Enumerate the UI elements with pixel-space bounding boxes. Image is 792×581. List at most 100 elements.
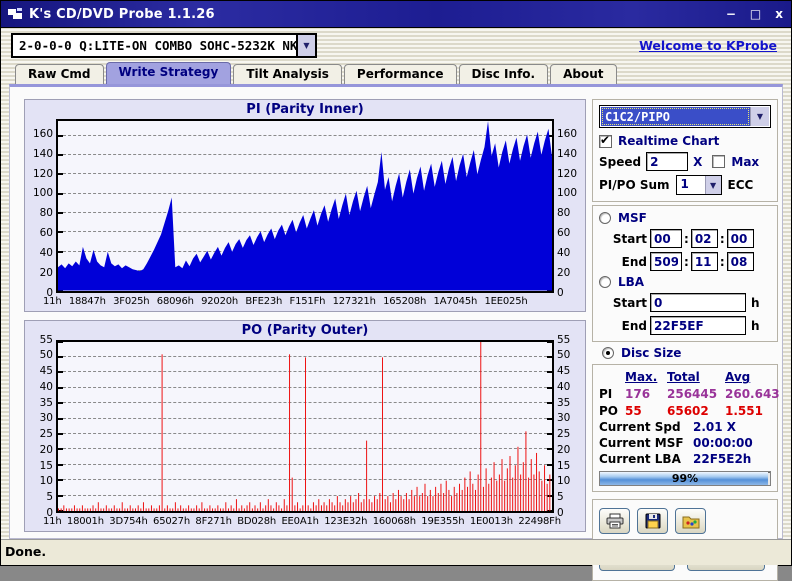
colon: : (720, 255, 725, 269)
print-button[interactable] (599, 508, 630, 534)
stats-group: Max. Total Avg PI 176 256445 260.643 PO … (592, 364, 778, 492)
y-tick-label: 20 (557, 267, 570, 279)
disc-size-radio[interactable] (602, 347, 614, 359)
lba-end-input[interactable] (650, 316, 746, 335)
msf-end-min[interactable] (650, 252, 682, 271)
drive-select-dropdown[interactable]: 2-0-0-0 Q:LITE-ON COMBO SOHC-5232K NK07 … (11, 33, 317, 58)
lba-label: LBA (618, 275, 644, 289)
po-y-axis-right: 0510152025303540455055 (554, 340, 581, 514)
x-tick-label: F151Fh (290, 296, 326, 307)
y-tick-label: 55 (40, 334, 53, 346)
range-group: MSF Start : : End : : (592, 205, 778, 342)
x-tick-label: EE0A1h (281, 516, 318, 527)
pi-avg-value: 260.643 (725, 387, 780, 401)
close-button[interactable]: x (775, 8, 783, 20)
y-tick-label: 25 (557, 428, 570, 440)
msf-end-sec[interactable] (691, 252, 718, 271)
speed-input[interactable] (646, 152, 688, 171)
tab-tilt-analysis[interactable]: Tilt Analysis (233, 64, 342, 84)
realtime-chart-checkbox[interactable] (599, 135, 612, 148)
y-tick-label: 15 (557, 460, 570, 472)
y-tick-label: 80 (40, 207, 53, 219)
pipo-sum-dropdown[interactable]: 1 ▼ (676, 175, 722, 195)
pi-plot-area (56, 119, 554, 293)
tab-performance[interactable]: Performance (344, 64, 457, 84)
x-tick-label: 65027h (153, 516, 190, 527)
stats-header-avg: Avg (725, 370, 780, 384)
po-row-label: PO (599, 404, 625, 418)
x-tick-label: 18847h (69, 296, 106, 307)
colon: : (684, 232, 689, 246)
progress-bar-text: 99% (600, 472, 770, 485)
po-total-value: 65602 (667, 404, 725, 418)
mode-dropdown[interactable]: C1C2/PIPO ▼ (599, 105, 771, 128)
write-strategy-page: PI (Parity Inner) 020406080100120140160 … (9, 84, 783, 539)
msf-radio[interactable] (599, 212, 611, 224)
msf-start-frame[interactable] (727, 229, 754, 248)
chevron-down-icon[interactable]: ▼ (750, 107, 769, 126)
msf-start-label: Start (611, 232, 647, 246)
y-tick-label: 20 (557, 444, 570, 456)
save-button[interactable] (637, 508, 668, 534)
tab-disc-info[interactable]: Disc Info. (459, 64, 549, 84)
x-tick-label: 1A7045h (434, 296, 478, 307)
chevron-down-icon[interactable]: ▼ (296, 35, 315, 56)
pi-series (58, 121, 552, 291)
msf-start-min[interactable] (650, 229, 682, 248)
x-tick-label: 165208h (383, 296, 426, 307)
pi-y-axis-left: 020406080100120140160 (29, 119, 56, 293)
snapshot-button[interactable] (675, 508, 706, 534)
current-spd-value: 2.01 X (693, 420, 771, 434)
tab-write-strategy[interactable]: Write Strategy (106, 62, 232, 84)
y-tick-label: 140 (557, 148, 577, 160)
progress-bar: 99% (599, 471, 771, 486)
y-tick-label: 50 (557, 349, 570, 361)
x-tick-label: 8F271h (195, 516, 231, 527)
minimize-button[interactable]: − (726, 8, 736, 20)
x-tick-label: 22498Fh (518, 516, 561, 527)
current-spd-label: Current Spd (599, 420, 693, 434)
pi-max-value: 176 (625, 387, 667, 401)
lba-radio[interactable] (599, 276, 611, 288)
lba-start-input[interactable] (650, 293, 746, 312)
x-tick-label: BFE23h (245, 296, 282, 307)
y-tick-label: 60 (557, 227, 570, 239)
realtime-chart-label: Realtime Chart (618, 134, 719, 148)
x-tick-label: 3D754h (109, 516, 147, 527)
max-checkbox[interactable] (712, 155, 725, 168)
x-tick-label: 123E32h (324, 516, 367, 527)
tab-about[interactable]: About (550, 64, 616, 84)
y-tick-label: 0 (557, 287, 564, 299)
current-lba-value: 22F5E2h (693, 452, 771, 466)
x-tick-label: 19E355h (421, 516, 464, 527)
y-tick-label: 60 (40, 227, 53, 239)
lba-start-label: Start (611, 296, 647, 310)
tab-raw-cmd[interactable]: Raw Cmd (15, 64, 104, 84)
current-msf-label: Current MSF (599, 436, 693, 450)
y-tick-label: 40 (40, 247, 53, 259)
y-tick-label: 45 (557, 365, 570, 377)
y-tick-label: 20 (40, 444, 53, 456)
ecc-label: ECC (728, 178, 754, 192)
mode-dropdown-value: C1C2/PIPO (601, 107, 750, 126)
y-tick-label: 120 (557, 168, 577, 180)
y-tick-label: 5 (46, 491, 53, 503)
msf-end-frame[interactable] (727, 252, 754, 271)
y-tick-label: 160 (557, 128, 577, 140)
po-plot-area (56, 340, 554, 514)
welcome-link[interactable]: Welcome to KProbe (639, 38, 777, 53)
po-chart-panel: PO (Parity Outer) 0510152025303540455055… (24, 320, 586, 533)
y-tick-label: 10 (557, 475, 570, 487)
y-tick-label: 5 (557, 491, 564, 503)
maximize-button[interactable]: □ (750, 8, 761, 20)
po-max-value: 55 (625, 404, 667, 418)
colon: : (720, 232, 725, 246)
app-window: K's CD/DVD Probe 1.1.26 − □ x 2-0-0-0 Q:… (0, 0, 792, 566)
y-tick-label: 10 (40, 475, 53, 487)
po-series (58, 342, 552, 512)
y-tick-label: 40 (557, 247, 570, 259)
y-tick-label: 120 (33, 168, 53, 180)
pi-chart-title: PI (Parity Inner) (29, 102, 581, 119)
msf-start-sec[interactable] (691, 229, 718, 248)
chevron-down-icon[interactable]: ▼ (705, 176, 721, 194)
